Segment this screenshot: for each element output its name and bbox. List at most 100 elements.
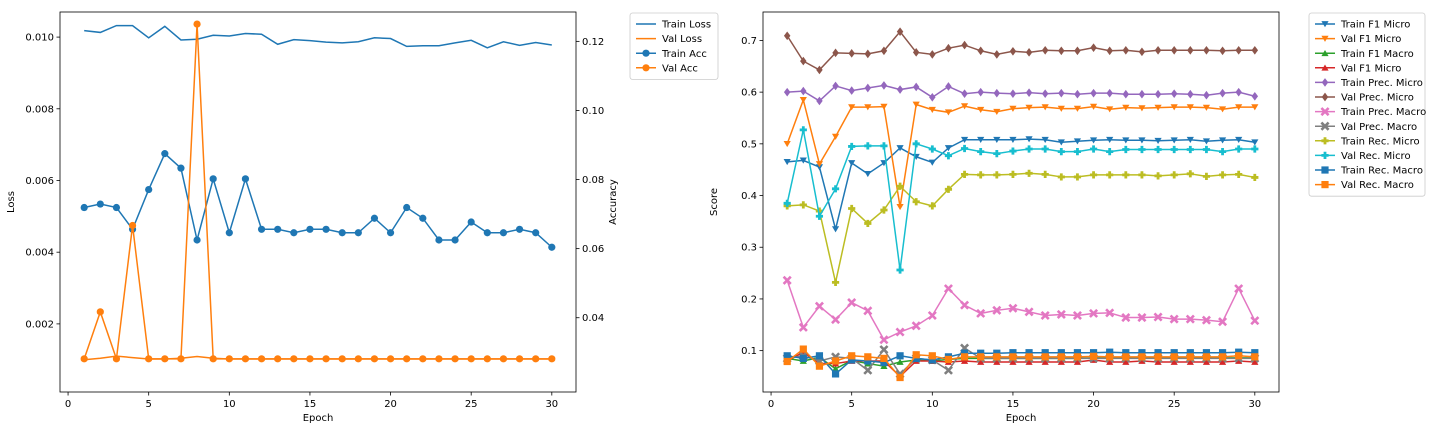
data-point — [977, 46, 984, 56]
data-point — [928, 356, 936, 364]
legend-item[interactable]: Train Rec. Macro — [1315, 166, 1423, 177]
data-point — [782, 275, 792, 285]
data-point — [1235, 136, 1243, 143]
y-tick-label: 0.008 — [25, 104, 54, 115]
data-point — [80, 203, 88, 212]
data-point — [548, 243, 556, 251]
data-point — [848, 86, 855, 95]
legend-frame — [629, 12, 719, 80]
data-point — [864, 49, 872, 59]
data-point — [1201, 315, 1211, 325]
legend-item[interactable]: Val Prec. Macro — [1315, 121, 1417, 133]
data-point — [1250, 316, 1260, 326]
data-point — [1138, 145, 1146, 154]
data-point — [1074, 89, 1081, 99]
legend-label: Train F1 Macro — [1340, 49, 1414, 60]
data-point — [1219, 46, 1226, 56]
data-point — [354, 355, 362, 363]
data-point — [1154, 104, 1162, 111]
y-tick-label: 0.004 — [25, 248, 54, 259]
data-point — [1138, 353, 1146, 361]
data-point — [993, 88, 1001, 98]
series-val-f1-micro-1 — [783, 97, 1259, 211]
legend-item[interactable]: Train Prec. Macro — [1315, 107, 1426, 118]
data-point — [515, 225, 524, 233]
data-point — [370, 214, 379, 222]
legend-item[interactable]: Val F1 Micro — [1315, 34, 1401, 45]
legend-item[interactable]: Train Prec. Micro — [1315, 78, 1423, 89]
data-point — [993, 358, 1001, 365]
data-point — [1186, 145, 1194, 154]
data-point — [993, 136, 1001, 143]
series-line-val-f1-micro — [786, 97, 1255, 208]
data-point — [1057, 173, 1065, 181]
legend-item[interactable]: Val Rec. Macro — [1315, 180, 1414, 191]
legend-swatch-marker — [1321, 181, 1329, 189]
x-tick-label: 10 — [223, 399, 236, 410]
data-point — [880, 142, 888, 150]
data-point — [783, 199, 791, 207]
data-point — [1057, 147, 1065, 156]
data-point — [1009, 46, 1017, 56]
data-point — [1202, 358, 1211, 365]
y-right-tick-label: 0.10 — [582, 106, 604, 117]
data-point — [1185, 314, 1195, 324]
data-point — [1009, 349, 1017, 357]
legend-item[interactable]: Val F1 Micro — [1315, 63, 1401, 74]
x-tick-label: 0 — [65, 399, 71, 410]
data-point — [864, 353, 872, 361]
legend-item[interactable]: Val Prec. Micro — [1315, 93, 1414, 104]
legend-item[interactable]: Train F1 Micro — [1315, 20, 1410, 31]
data-point — [1218, 137, 1227, 144]
data-point — [1170, 145, 1178, 154]
data-point — [322, 355, 330, 363]
legend-item[interactable]: Train Loss — [636, 20, 711, 31]
data-point — [912, 101, 920, 108]
data-point — [864, 104, 872, 111]
data-point — [848, 160, 856, 167]
data-point — [1009, 105, 1017, 112]
legend-item[interactable]: Val Loss — [636, 34, 702, 45]
series-line-train-rec-micro — [787, 172, 1255, 283]
y-axis-label: Score — [709, 188, 720, 216]
data-point — [403, 355, 411, 363]
data-point — [799, 157, 807, 164]
data-point — [1041, 353, 1049, 361]
legend-swatch-marker — [1321, 137, 1329, 145]
data-point — [1106, 353, 1114, 361]
legend-item[interactable]: Val Acc — [636, 63, 698, 74]
data-point — [960, 136, 969, 143]
data-point — [815, 161, 824, 168]
y-tick-label: 0.4 — [741, 191, 757, 202]
plot-area — [782, 27, 1260, 382]
data-point — [1058, 88, 1065, 98]
legend-item[interactable]: Train Rec. Micro — [1315, 136, 1420, 147]
data-point — [896, 352, 904, 360]
data-point — [1218, 147, 1227, 156]
data-point — [912, 354, 920, 362]
data-point — [1025, 136, 1033, 143]
data-point — [993, 108, 1001, 116]
x-tick-label: 30 — [1248, 399, 1261, 410]
legend-item[interactable]: Train F1 Macro — [1315, 49, 1414, 60]
series-line-train-prec-micro — [787, 84, 1255, 102]
x-tick-label: 10 — [926, 399, 939, 410]
data-point — [322, 225, 330, 233]
data-point — [1089, 352, 1098, 360]
data-point — [1057, 105, 1065, 112]
data-point — [912, 351, 920, 359]
series-line-train-f1-micro — [787, 138, 1255, 230]
data-point — [435, 236, 443, 244]
data-point — [193, 20, 201, 28]
data-point — [896, 85, 904, 94]
data-point — [1041, 349, 1049, 357]
data-point — [306, 355, 314, 363]
data-point — [1138, 349, 1146, 357]
legend-item[interactable]: Val Rec. Micro — [1315, 151, 1411, 162]
legend-item[interactable]: Train Acc — [636, 49, 707, 60]
data-point — [1089, 145, 1098, 153]
data-point — [944, 109, 953, 116]
data-point — [1138, 171, 1146, 179]
x-tick-label: 20 — [384, 399, 397, 410]
